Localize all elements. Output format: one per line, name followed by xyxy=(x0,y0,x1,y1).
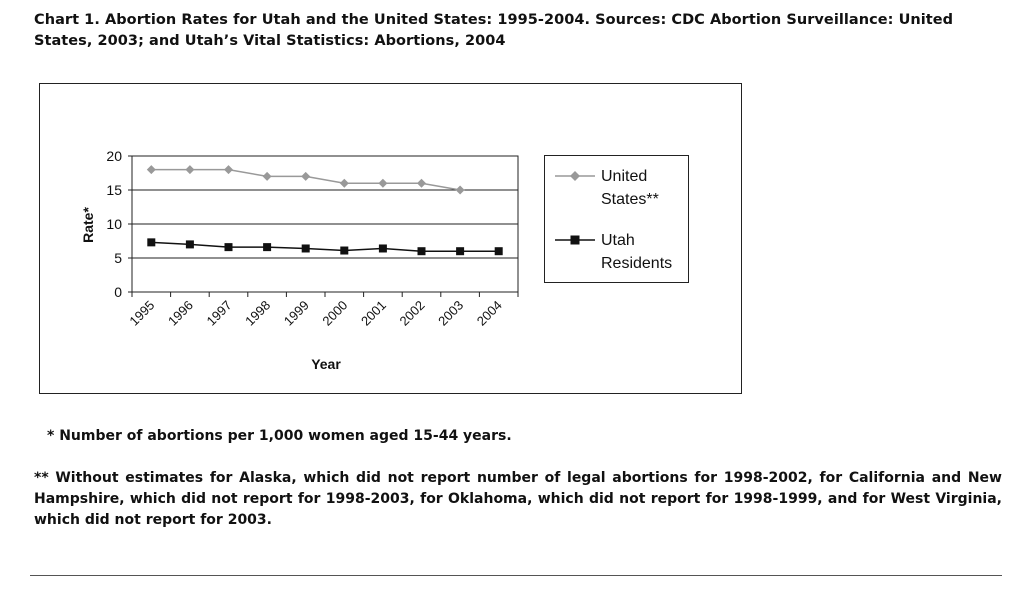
y-axis-ticks: 0 5 10 15 20 xyxy=(106,148,122,300)
x-tick-label: 2001 xyxy=(358,298,389,329)
data-point-diamond xyxy=(262,171,272,181)
legend-utah-square-marker xyxy=(570,235,580,245)
y-tick-label: 0 xyxy=(114,284,122,300)
data-point-square xyxy=(417,247,426,256)
chart-caption: Chart 1. Abortion Rates for Utah and the… xyxy=(34,12,954,49)
x-tick-label: 2000 xyxy=(319,298,350,329)
data-point-diamond xyxy=(146,165,156,175)
chart-legend: United States** Utah Residents xyxy=(544,155,689,283)
x-axis-ticks: 1995 1996 1997 1998 1999 2000 2001 2002 2003 2004 xyxy=(126,298,504,329)
data-point-square xyxy=(301,244,310,253)
data-point-square xyxy=(263,243,272,252)
data-point-diamond xyxy=(339,178,349,188)
footnote-rate-definition: * Number of abortions per 1,000 women ag… xyxy=(47,428,512,444)
data-point-diamond xyxy=(378,178,388,188)
x-tick-label: 2003 xyxy=(435,298,466,329)
x-tick-label: 1995 xyxy=(126,298,157,329)
legend-utah-label-line1: Utah xyxy=(601,232,635,249)
data-point-diamond xyxy=(455,185,465,195)
x-tick-label: 1996 xyxy=(165,298,196,329)
x-tick-label: 1998 xyxy=(242,298,273,329)
y-axis-label: Rate* xyxy=(80,207,96,243)
gridlines xyxy=(128,155,518,293)
x-axis-tick-marks xyxy=(131,292,519,297)
legend-us-diamond-marker xyxy=(570,171,580,181)
x-tick-label: 1999 xyxy=(281,298,312,329)
series-united-states xyxy=(146,165,465,195)
data-point-diamond xyxy=(301,171,311,181)
legend-us-label-line2: States** xyxy=(601,191,659,208)
series-utah-residents xyxy=(147,238,503,256)
data-point-square xyxy=(147,238,156,247)
y-tick-label: 10 xyxy=(106,216,122,232)
y-tick-label: 20 xyxy=(106,148,122,164)
chart-area-frame xyxy=(39,83,742,394)
y-tick-label: 5 xyxy=(114,250,122,266)
x-tick-label: 1997 xyxy=(204,298,235,329)
data-point-square xyxy=(494,247,503,256)
series-layer xyxy=(146,165,503,256)
x-axis-label: Year xyxy=(311,356,341,372)
data-point-square xyxy=(456,247,465,256)
data-point-square xyxy=(224,243,233,252)
data-point-diamond xyxy=(185,165,195,175)
series-line xyxy=(151,241,499,252)
data-point-square xyxy=(185,240,194,249)
data-point-square xyxy=(378,244,387,253)
legend-us-label-line1: United xyxy=(601,168,647,185)
y-tick-label: 15 xyxy=(106,182,122,198)
x-tick-label: 2004 xyxy=(474,298,505,329)
data-point-square xyxy=(340,246,349,255)
data-point-diamond xyxy=(417,178,426,188)
footnote-estimates: ** Without estimates for Alaska, which d… xyxy=(34,470,1002,528)
x-tick-label: 2002 xyxy=(397,298,428,329)
legend-utah-label-line2: Residents xyxy=(601,255,672,272)
data-point-diamond xyxy=(224,165,233,175)
bottom-divider xyxy=(30,575,1002,576)
